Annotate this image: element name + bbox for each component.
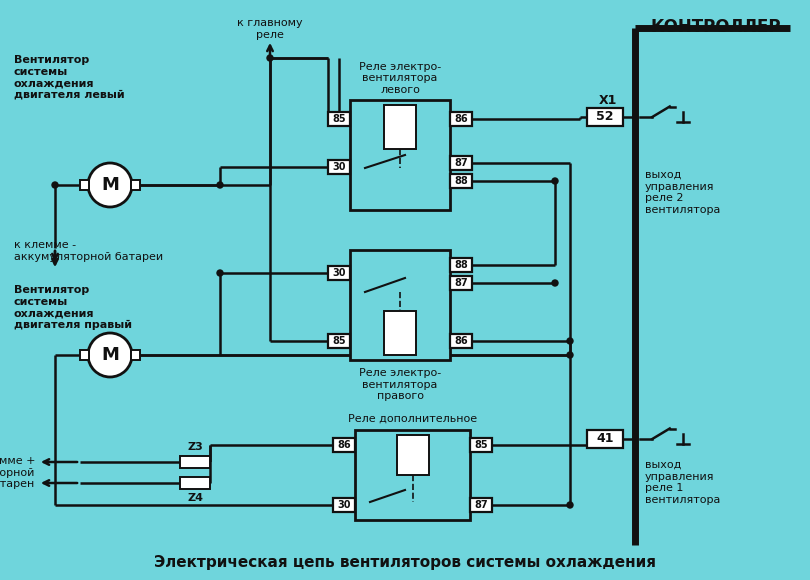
Text: Вентилятор
системы
охлаждения
двигателя левый: Вентилятор системы охлаждения двигателя … (14, 55, 125, 100)
Text: Электрическая цепь вентиляторов системы охлаждения: Электрическая цепь вентиляторов системы … (154, 555, 656, 570)
Bar (350, 250, 450, 360)
Text: 88: 88 (454, 260, 468, 270)
Bar (350, 100, 450, 210)
Text: 86: 86 (454, 114, 468, 124)
Bar (384, 311, 416, 355)
Bar (470, 438, 492, 452)
Text: 30: 30 (332, 268, 346, 278)
Text: 30: 30 (332, 162, 346, 172)
Bar (80, 350, 89, 360)
Bar (470, 498, 492, 512)
Bar (355, 430, 470, 520)
Text: X1: X1 (599, 93, 617, 107)
Bar (384, 105, 416, 149)
Bar (450, 174, 472, 188)
Text: КОНТРОЛЛЕР: КОНТРОЛЛЕР (650, 18, 781, 36)
Text: 87: 87 (454, 158, 468, 168)
Circle shape (567, 502, 573, 508)
Text: 87: 87 (454, 278, 468, 288)
Text: 85: 85 (474, 440, 488, 450)
Bar (587, 430, 623, 448)
Text: Вентилятор
системы
охлаждения
двигателя правый: Вентилятор системы охлаждения двигателя … (14, 285, 132, 330)
Bar (131, 350, 140, 360)
Text: 85: 85 (332, 336, 346, 346)
Bar (450, 276, 472, 290)
Circle shape (217, 270, 223, 276)
Text: Z4: Z4 (187, 493, 203, 503)
Text: Реле дополнительное: Реле дополнительное (348, 414, 477, 424)
Circle shape (88, 333, 132, 377)
Text: к клемме -
аккумуляторной батареи: к клемме - аккумуляторной батареи (14, 240, 163, 262)
Bar (180, 456, 210, 468)
Text: 52: 52 (596, 111, 614, 124)
Bar (450, 156, 472, 170)
Text: к главному
реле: к главному реле (237, 18, 303, 39)
Bar (328, 112, 350, 126)
Text: Реле электро-
вентилятора
правого: Реле электро- вентилятора правого (359, 368, 441, 401)
Bar (450, 258, 472, 272)
Bar (328, 266, 350, 280)
Text: 85: 85 (332, 114, 346, 124)
Bar (333, 498, 355, 512)
Text: Реле электро-
вентилятора
левого: Реле электро- вентилятора левого (359, 62, 441, 95)
Bar (450, 334, 472, 348)
Bar (333, 438, 355, 452)
Bar (131, 180, 140, 190)
Circle shape (567, 338, 573, 344)
Bar (180, 477, 210, 489)
Text: к клемме +
аккумуляторной
батарен: к клемме + аккумуляторной батарен (0, 456, 35, 489)
Bar (80, 180, 89, 190)
Circle shape (52, 182, 58, 188)
Text: M: M (101, 176, 119, 194)
Circle shape (88, 163, 132, 207)
Text: 41: 41 (596, 433, 614, 445)
Circle shape (217, 182, 223, 188)
Text: M: M (101, 346, 119, 364)
Circle shape (267, 55, 273, 61)
Text: 86: 86 (337, 440, 351, 450)
Bar (450, 112, 472, 126)
Text: выход
управления
реле 1
вентилятора: выход управления реле 1 вентилятора (645, 460, 720, 505)
Circle shape (552, 280, 558, 286)
Bar (587, 108, 623, 126)
Text: 86: 86 (454, 336, 468, 346)
Text: выход
управления
реле 2
вентилятора: выход управления реле 2 вентилятора (645, 170, 720, 215)
Text: 30: 30 (337, 500, 351, 510)
Bar (328, 160, 350, 174)
Text: 88: 88 (454, 176, 468, 186)
Circle shape (552, 178, 558, 184)
Circle shape (567, 352, 573, 358)
Bar (397, 435, 428, 475)
Text: Z3: Z3 (187, 442, 202, 452)
Text: 87: 87 (474, 500, 488, 510)
Bar (328, 334, 350, 348)
